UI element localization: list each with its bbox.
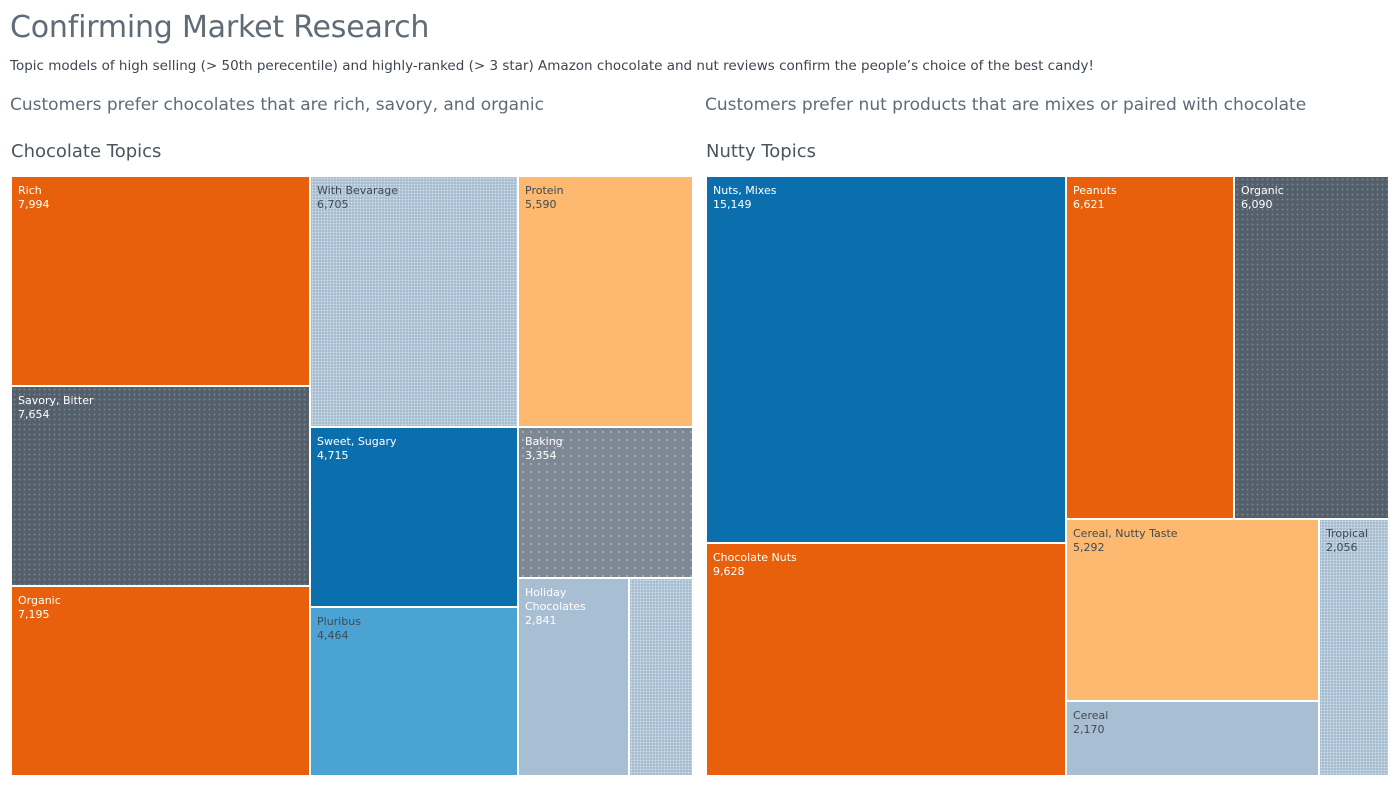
tile-name: Cereal, Nutty Taste: [1073, 527, 1178, 540]
chocolate-heading: Customers prefer chocolates that are ric…: [10, 95, 544, 115]
tile-value: 5,292: [1073, 541, 1178, 555]
tile-name: Holiday Chocolates: [525, 586, 586, 613]
tile-baking[interactable]: Baking 3,354: [518, 427, 693, 578]
tile-value: 7,994: [18, 198, 50, 212]
tile-rich[interactable]: Rich 7,994: [11, 176, 310, 386]
tile-label: Peanuts 6,621: [1073, 184, 1117, 212]
tile-peanuts[interactable]: Peanuts 6,621: [1066, 176, 1234, 519]
page-subtitle: Topic models of high selling (> 50th per…: [10, 58, 1094, 74]
tile-name: With Bevarage: [317, 184, 398, 197]
tile-name: Organic: [1241, 184, 1284, 197]
tile-value: 7,195: [18, 608, 61, 622]
tile-label: Holiday Chocolates 2,841: [525, 586, 628, 628]
tile-name: Baking: [525, 435, 563, 448]
tile-organic[interactable]: Organic 6,090: [1234, 176, 1389, 519]
tile-label: Tropical 2,056: [1326, 527, 1368, 555]
tile-value: 2,056: [1326, 541, 1368, 555]
tile-name: Peanuts: [1073, 184, 1117, 197]
tile-label: Organic 7,195: [18, 594, 61, 622]
tile-value: 7,654: [18, 408, 94, 422]
page-title: Confirming Market Research: [10, 10, 429, 45]
tile-value: 9,628: [713, 565, 797, 579]
tile-name: Chocolate Nuts: [713, 551, 797, 564]
tile-label: Protein 5,590: [525, 184, 564, 212]
tile-label: Cereal, Nutty Taste 5,292: [1073, 527, 1178, 555]
tile-unlabeled[interactable]: [629, 578, 693, 776]
tile-value: 15,149: [713, 198, 776, 212]
tile-name: Organic: [18, 594, 61, 607]
tile-value: 5,590: [525, 198, 564, 212]
tile-name: Savory, Bitter: [18, 394, 94, 407]
tile-value: 2,841: [525, 614, 628, 628]
tile-label: Baking 3,354: [525, 435, 563, 463]
tile-value: 4,715: [317, 449, 397, 463]
tile-value: 4,464: [317, 629, 361, 643]
tile-name: Pluribus: [317, 615, 361, 628]
tile-label: Nuts, Mixes 15,149: [713, 184, 776, 212]
tile-name: Protein: [525, 184, 564, 197]
tile-value: 6,705: [317, 198, 398, 212]
tile-label: Chocolate Nuts 9,628: [713, 551, 797, 579]
tile-label: With Bevarage 6,705: [317, 184, 398, 212]
tile-name: Nuts, Mixes: [713, 184, 776, 197]
tile-value: 2,170: [1073, 723, 1108, 737]
tile-label: Organic 6,090: [1241, 184, 1284, 212]
tile-with-bevarage[interactable]: With Bevarage 6,705: [310, 176, 518, 427]
tile-name: Tropical: [1326, 527, 1368, 540]
tile-cereal-nutty-taste[interactable]: Cereal, Nutty Taste 5,292: [1066, 519, 1319, 701]
nutty-topics-title: Nutty Topics: [706, 141, 816, 162]
tile-nuts-mixes[interactable]: Nuts, Mixes 15,149: [706, 176, 1066, 543]
tile-label: Rich 7,994: [18, 184, 50, 212]
tile-label: Sweet, Sugary 4,715: [317, 435, 397, 463]
tile-label: Cereal 2,170: [1073, 709, 1108, 737]
tile-tropical[interactable]: Tropical 2,056: [1319, 519, 1389, 776]
tile-cereal[interactable]: Cereal 2,170: [1066, 701, 1319, 776]
chocolate-treemap: Rich 7,994 Savory, Bitter 7,654 Organic 7,195…: [11, 176, 693, 776]
tile-name: Sweet, Sugary: [317, 435, 397, 448]
tile-value: 6,621: [1073, 198, 1117, 212]
tile-protein[interactable]: Protein 5,590: [518, 176, 693, 427]
nut-heading: Customers prefer nut products that are m…: [705, 95, 1306, 115]
tile-value: 6,090: [1241, 198, 1284, 212]
tile-label: Savory, Bitter 7,654: [18, 394, 94, 422]
tile-pluribus[interactable]: Pluribus 4,464: [310, 607, 518, 776]
tile-name: Cereal: [1073, 709, 1108, 722]
tile-label: Pluribus 4,464: [317, 615, 361, 643]
tile-value: 3,354: [525, 449, 563, 463]
tile-name: Rich: [18, 184, 42, 197]
nut-treemap: Nuts, Mixes 15,149 Chocolate Nuts 9,628 Pean…: [706, 176, 1389, 776]
tile-savory-bitter[interactable]: Savory, Bitter 7,654: [11, 386, 310, 586]
tile-chocolate-nuts[interactable]: Chocolate Nuts 9,628: [706, 543, 1066, 776]
tile-holiday-chocolates[interactable]: Holiday Chocolates 2,841: [518, 578, 629, 776]
tile-sweet-sugary[interactable]: Sweet, Sugary 4,715: [310, 427, 518, 607]
tile-organic[interactable]: Organic 7,195: [11, 586, 310, 776]
chocolate-topics-title: Chocolate Topics: [11, 141, 161, 162]
